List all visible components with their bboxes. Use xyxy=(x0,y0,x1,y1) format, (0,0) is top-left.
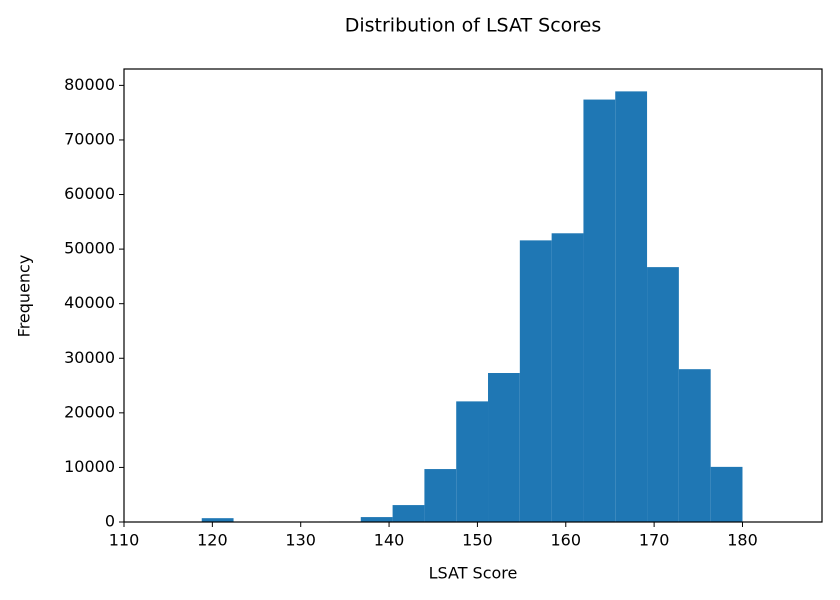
bar xyxy=(392,505,425,522)
x-tick-label: 170 xyxy=(639,531,670,550)
bar xyxy=(519,240,552,522)
bar xyxy=(201,518,234,522)
x-tick-label: 150 xyxy=(462,531,493,550)
bar xyxy=(615,91,648,522)
y-tick-label: 40000 xyxy=(64,293,115,312)
y-tick-label: 20000 xyxy=(64,402,115,421)
x-tick-label: 160 xyxy=(550,531,581,550)
x-tick-label: 130 xyxy=(285,531,316,550)
x-axis-label: LSAT Score xyxy=(429,564,518,583)
bar xyxy=(424,469,457,522)
x-tick-label: 140 xyxy=(374,531,405,550)
y-axis-label: Frequency xyxy=(15,255,34,338)
x-tick-label: 110 xyxy=(109,531,140,550)
bar xyxy=(488,373,520,522)
bar xyxy=(710,466,743,522)
bar xyxy=(678,369,711,522)
bar xyxy=(456,401,489,522)
y-tick-label: 80000 xyxy=(64,75,115,94)
y-tick-label: 10000 xyxy=(64,457,115,476)
x-tick-label: 120 xyxy=(197,531,228,550)
y-tick-label: 70000 xyxy=(64,129,115,148)
bar xyxy=(551,233,584,523)
bar xyxy=(583,99,616,523)
bar xyxy=(647,267,679,522)
y-tick-label: 0 xyxy=(105,512,115,531)
plot-frame xyxy=(123,68,823,523)
y-tick-label: 50000 xyxy=(64,239,115,258)
bar xyxy=(360,517,393,522)
y-tick-label: 30000 xyxy=(64,348,115,367)
x-tick-label: 180 xyxy=(727,531,758,550)
y-tick-label: 60000 xyxy=(64,184,115,203)
chart-title: Distribution of LSAT Scores xyxy=(345,15,602,37)
